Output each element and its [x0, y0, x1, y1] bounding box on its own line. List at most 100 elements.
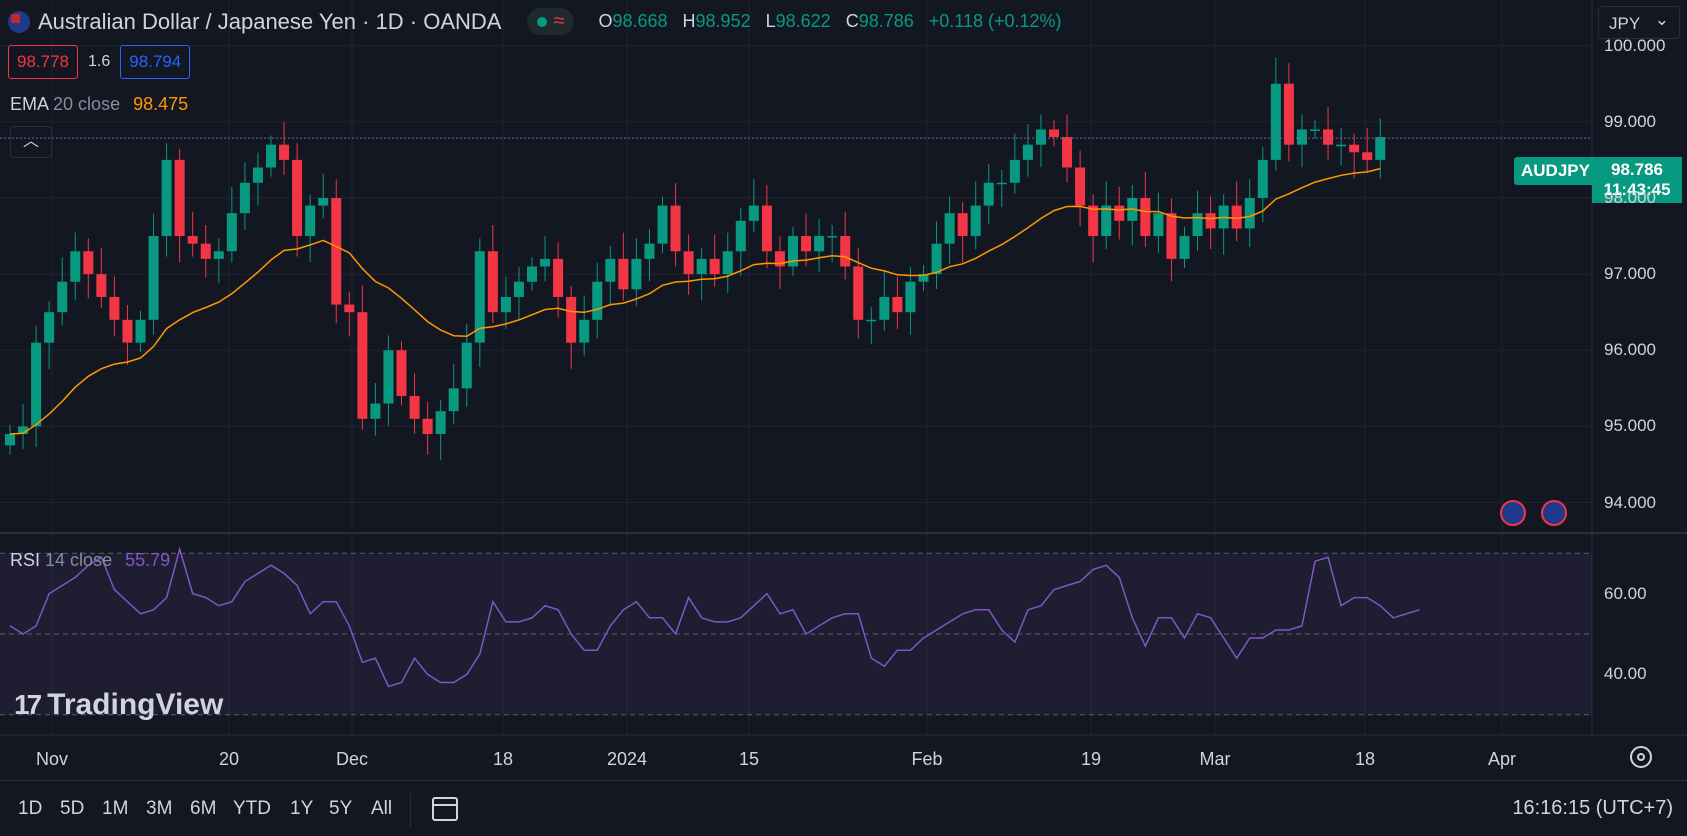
candle-body [1153, 213, 1164, 237]
candle-body [292, 159, 303, 237]
price-tick-label: 96.000 [1604, 340, 1656, 360]
candle-body [540, 258, 551, 267]
candle-body [1022, 144, 1033, 160]
time-tick-label: 18 [1354, 749, 1376, 769]
settings-gear-icon[interactable] [1630, 746, 1652, 768]
candle-body [657, 205, 668, 244]
sell-button[interactable]: 98.778 [8, 45, 78, 79]
candle-body [644, 243, 655, 259]
timeframe-button-1d[interactable]: 1D [18, 798, 43, 819]
timeframe-button-5d[interactable]: 5D [60, 798, 85, 819]
candle-body [696, 258, 707, 275]
candle-body [748, 205, 759, 221]
candle-body [18, 426, 29, 435]
candle-body [44, 312, 55, 343]
timeframe-button-5y[interactable]: 5Y [329, 798, 353, 819]
candle-body [148, 236, 159, 320]
candle-body [709, 258, 720, 275]
timeframe-button-3m[interactable]: 3M [146, 798, 173, 819]
time-tick-label: 15 [738, 749, 760, 769]
timeframe-button-1m[interactable]: 1M [102, 798, 129, 819]
time-tick-label: 2024 [606, 749, 648, 769]
candle-body [487, 251, 498, 313]
collapse-legend-button[interactable]: ︿ [10, 126, 52, 158]
candle-body [931, 243, 942, 275]
timeframe-button-all[interactable]: All [371, 798, 393, 819]
candle-body [944, 213, 955, 244]
market-status-pill[interactable]: ≈ [527, 8, 575, 35]
candle-body [618, 258, 629, 290]
candle-body [827, 236, 838, 238]
time-tick-label: 19 [1080, 749, 1102, 769]
candle-body [305, 205, 316, 237]
candle-body [213, 251, 224, 259]
event-flag-icon[interactable] [1541, 500, 1567, 526]
ema-legend[interactable]: EMA 20 close 98.475 [10, 94, 188, 115]
candle-body [631, 258, 642, 290]
candle-body [200, 243, 211, 259]
rsi-tick-label: 60.00 [1604, 583, 1647, 603]
candle-body [996, 182, 1007, 185]
high-key: H [682, 11, 696, 31]
australia-flag-icon [8, 10, 30, 33]
candle-body [1205, 213, 1216, 229]
candle-body [135, 319, 146, 343]
spread-value: 1.6 [88, 53, 111, 70]
ema-name: EMA [10, 94, 49, 114]
rsi-legend[interactable]: RSI 14 close 55.79 [10, 550, 170, 571]
close-key: C [845, 11, 859, 31]
candle-body [735, 220, 746, 252]
candle-body [814, 236, 825, 252]
ema-value: 98.475 [133, 94, 189, 114]
candle-body [1336, 144, 1347, 147]
tradingview-logo[interactable]: 17 TradingView [14, 688, 223, 722]
candle-body [383, 350, 394, 404]
candle-body [174, 159, 185, 237]
timeframe-button-1y[interactable]: 1Y [290, 798, 314, 819]
candle-body [1075, 167, 1086, 206]
timeframe-button-ytd[interactable]: YTD [233, 798, 271, 819]
brand-name: TradingView [47, 688, 224, 721]
ema-line [9, 167, 1381, 435]
symbol-title[interactable]: Australian Dollar / Japanese Yen · 1D · … [38, 8, 502, 34]
open-key: O [598, 11, 613, 31]
market-open-icon [537, 16, 548, 27]
candle-body [892, 296, 903, 313]
candle-body [840, 236, 851, 267]
candle-body [96, 274, 107, 297]
candle-body [1049, 129, 1059, 138]
candle-body [1244, 197, 1255, 229]
candle-body [1349, 144, 1360, 153]
candle-body [983, 182, 994, 206]
candle-body [1166, 213, 1177, 259]
candle-body [527, 266, 537, 282]
clock[interactable]: 16:16:15 (UTC+7) [1512, 797, 1673, 819]
change-value: +0.118 (+0.12%) [928, 11, 1062, 31]
price-tick-label: 97.000 [1604, 264, 1656, 284]
close-value: 98.786 [858, 11, 914, 31]
timeframe-button-6m[interactable]: 6M [190, 798, 217, 819]
candle-body [239, 182, 250, 214]
candle-body [918, 274, 929, 282]
event-flag-icon[interactable] [1500, 500, 1526, 526]
candle-body [422, 418, 433, 435]
candle-body [513, 281, 524, 297]
time-tick-label: Mar [1199, 749, 1231, 769]
candle-body [566, 296, 577, 343]
candle-body [1035, 129, 1046, 145]
candle-body [1062, 137, 1073, 168]
rsi-line [9, 546, 1420, 688]
candle-body [774, 251, 785, 267]
candle-body [905, 281, 916, 313]
candle-body [1101, 205, 1112, 237]
time-tick-label: 20 [218, 749, 240, 769]
currency-select[interactable]: JPY [1598, 3, 1680, 39]
calendar-icon[interactable] [432, 797, 458, 821]
candle-body [801, 236, 812, 252]
candle-body [866, 319, 877, 322]
rsi-name: RSI [10, 550, 41, 570]
candle-body [226, 213, 237, 252]
candle-body [435, 411, 446, 435]
buy-button[interactable]: 98.794 [120, 45, 191, 79]
